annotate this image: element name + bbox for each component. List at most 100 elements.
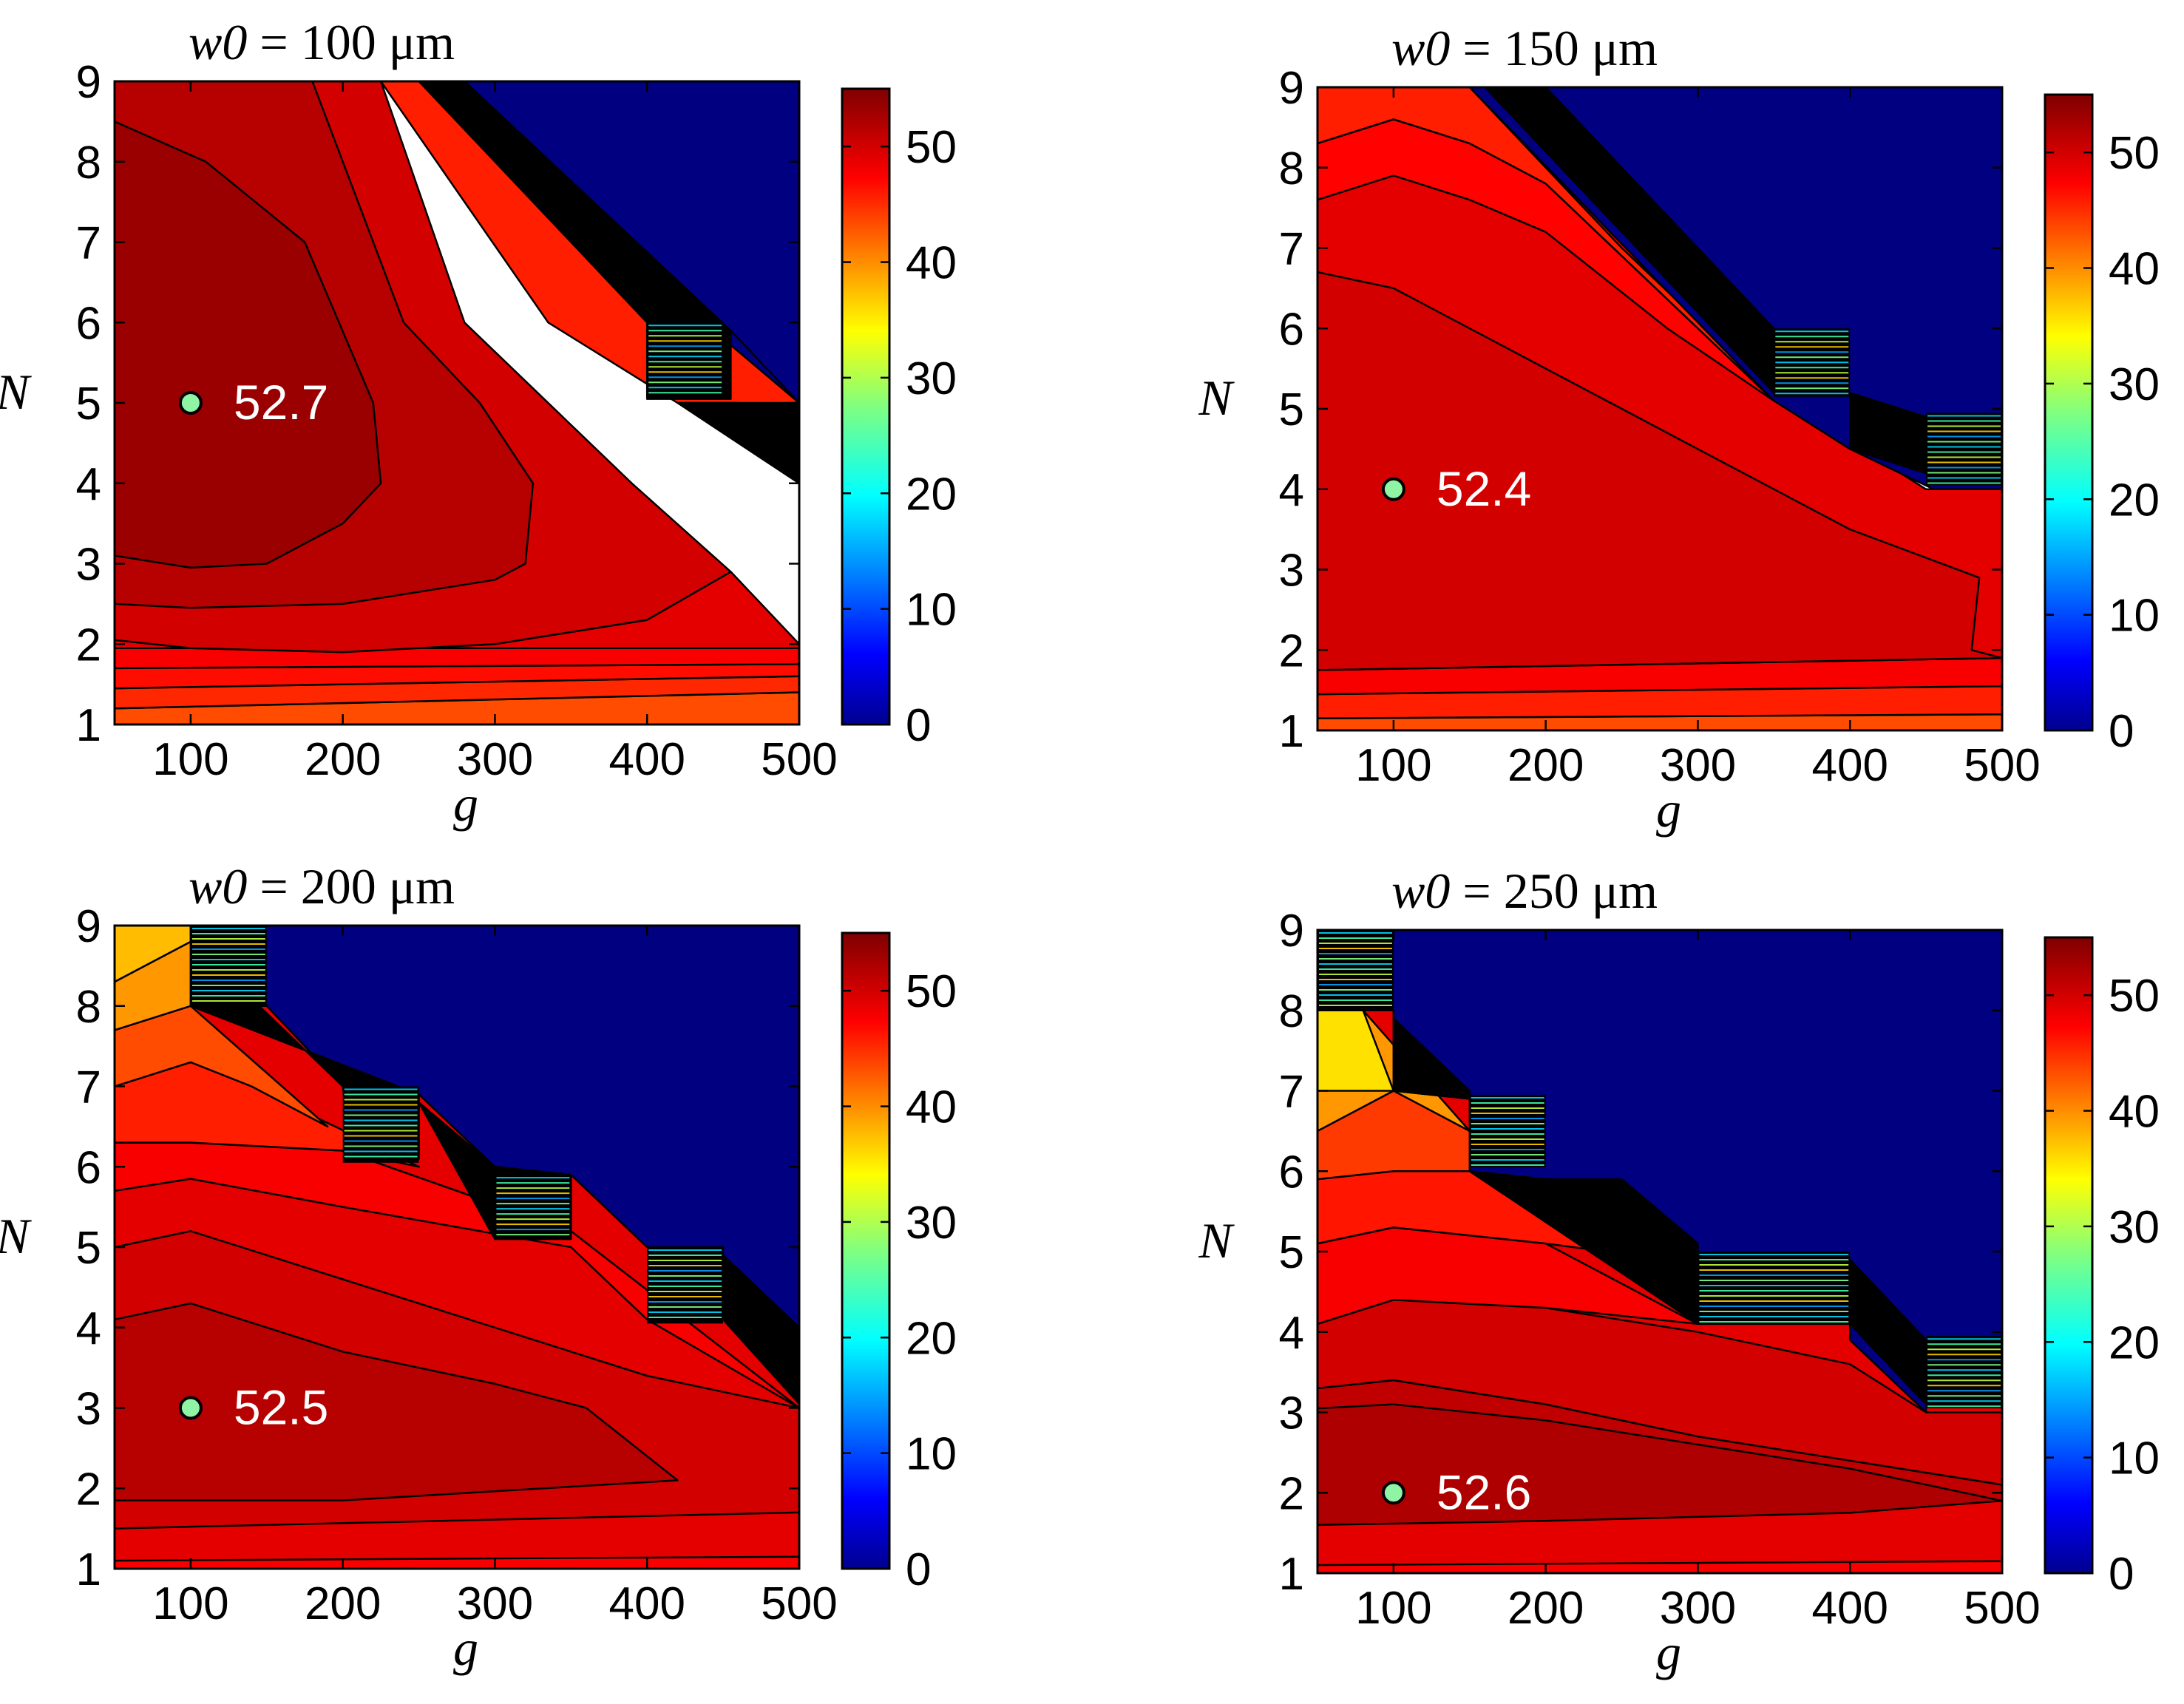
max-point-label: 52.6 (1437, 1464, 1531, 1519)
contour-area (115, 926, 799, 1569)
colorbar-tick-label: 40 (906, 238, 957, 289)
y-tick-label: 8 (1279, 986, 1304, 1037)
y-axis-label: N (1198, 1212, 1235, 1269)
max-point-label: 52.7 (234, 375, 328, 430)
x-tick-label: 400 (1811, 1583, 1888, 1634)
transition-stripes (1469, 1094, 1546, 1167)
y-tick-label: 5 (76, 379, 101, 430)
contour-region (115, 1005, 329, 1128)
contour-region (115, 120, 382, 569)
colorbar-tick-label: 20 (906, 469, 957, 520)
y-tick-label: 9 (76, 57, 101, 108)
contour-region (1317, 1403, 2002, 1527)
x-tick-label: 500 (761, 734, 837, 785)
x-tick-label: 200 (1508, 1583, 1584, 1634)
chart-title: w0 = 250 μm (1391, 863, 1658, 919)
colorbar-tick-label: 20 (906, 1313, 957, 1364)
y-tick-label: 6 (76, 298, 101, 349)
colorbar-tick-label: 0 (906, 700, 931, 751)
y-tick-label: 1 (1279, 1549, 1304, 1600)
colorbar-tick-label: 10 (906, 1429, 957, 1480)
y-tick-label: 4 (76, 459, 101, 510)
y-tick-label: 3 (1279, 546, 1304, 597)
chart-title: w0 = 100 μm (189, 14, 455, 70)
chart-title: w0 = 200 μm (189, 858, 455, 914)
contour-region (1848, 392, 1927, 475)
max-point-marker (1381, 1481, 1405, 1505)
colorbar-tick-label: 50 (906, 122, 957, 173)
x-tick-label: 200 (305, 734, 381, 785)
x-tick-label: 100 (1355, 1583, 1431, 1634)
contour-region (1484, 87, 1775, 394)
contour-region (115, 1555, 799, 1569)
x-tick-label: 400 (1811, 740, 1888, 791)
contour-region (1317, 271, 2002, 671)
contour-region (115, 691, 799, 724)
colorbar-tick-label: 50 (2109, 971, 2160, 1022)
contour-region (1317, 1560, 2002, 1573)
y-tick-label: 1 (1279, 706, 1304, 757)
transition-stripes (1774, 328, 1851, 397)
y-tick-label: 4 (76, 1303, 101, 1354)
colorbar-tick-label: 0 (906, 1544, 931, 1595)
transition-stripes (647, 322, 724, 399)
y-tick-label: 7 (1279, 1067, 1304, 1118)
transition-stripes (495, 1175, 572, 1240)
y-tick-label: 1 (76, 700, 101, 751)
contour-area (1317, 930, 2002, 1573)
y-tick-label: 6 (1279, 304, 1304, 355)
contour-region (115, 926, 192, 983)
y-tick-label: 2 (1279, 1468, 1304, 1519)
y-tick-label: 8 (76, 982, 101, 1033)
colorbar-tick-label: 30 (906, 1198, 957, 1249)
contour-region (1317, 713, 2002, 730)
x-tick-label: 100 (152, 734, 228, 785)
x-tick-label: 300 (1660, 740, 1736, 791)
x-tick-label: 500 (1964, 740, 2040, 791)
y-axis-label: N (0, 364, 32, 420)
transition-stripes (1926, 413, 2002, 486)
transition-stripes (1317, 930, 1394, 1011)
y-tick-label: 3 (1279, 1388, 1304, 1439)
contour-region (115, 1302, 679, 1501)
max-point-marker (178, 1396, 203, 1420)
x-tick-label: 500 (761, 1578, 837, 1629)
colorbar-tick-label: 50 (906, 966, 957, 1017)
x-tick-label: 200 (305, 1578, 381, 1629)
contour-area (115, 81, 799, 724)
y-tick-label: 7 (76, 218, 101, 269)
colorbar-tick-label: 30 (2109, 359, 2160, 410)
y-tick-label: 3 (76, 540, 101, 591)
contour-region (1468, 1170, 1699, 1325)
colorbar-tick-label: 30 (2109, 1202, 2160, 1253)
y-tick-label: 6 (76, 1142, 101, 1193)
y-tick-label: 8 (1279, 143, 1304, 194)
contour-region (115, 675, 799, 710)
x-axis-label: g (453, 775, 478, 832)
x-tick-label: 100 (152, 1578, 228, 1629)
y-tick-label: 7 (1279, 224, 1304, 275)
y-tick-label: 2 (76, 1464, 101, 1515)
colorbar: 0 10 20 30 40 50 (841, 87, 957, 751)
colorbar: 0 10 20 30 40 50 (2044, 936, 2160, 1600)
colorbar-tick-label: 0 (2109, 706, 2134, 757)
y-tick-label: 6 (1279, 1147, 1304, 1198)
contour-region (1317, 685, 2002, 719)
contour-area (1317, 87, 2002, 730)
colorbar-tick-label: 30 (906, 353, 957, 404)
y-axis-label: N (0, 1208, 32, 1264)
x-tick-label: 400 (608, 734, 685, 785)
y-tick-label: 7 (76, 1062, 101, 1113)
max-point-marker (1381, 477, 1405, 501)
chart-title: w0 = 150 μm (1391, 20, 1658, 76)
contour-region (418, 81, 732, 400)
y-tick-label: 4 (1279, 1308, 1304, 1359)
y-tick-label: 4 (1279, 465, 1304, 516)
colorbar-tick-label: 40 (906, 1082, 957, 1133)
colorbar-tick-label: 0 (2109, 1549, 2134, 1600)
y-tick-label: 5 (1279, 1227, 1304, 1278)
x-tick-label: 300 (457, 1578, 533, 1629)
transition-stripes (190, 926, 267, 1006)
